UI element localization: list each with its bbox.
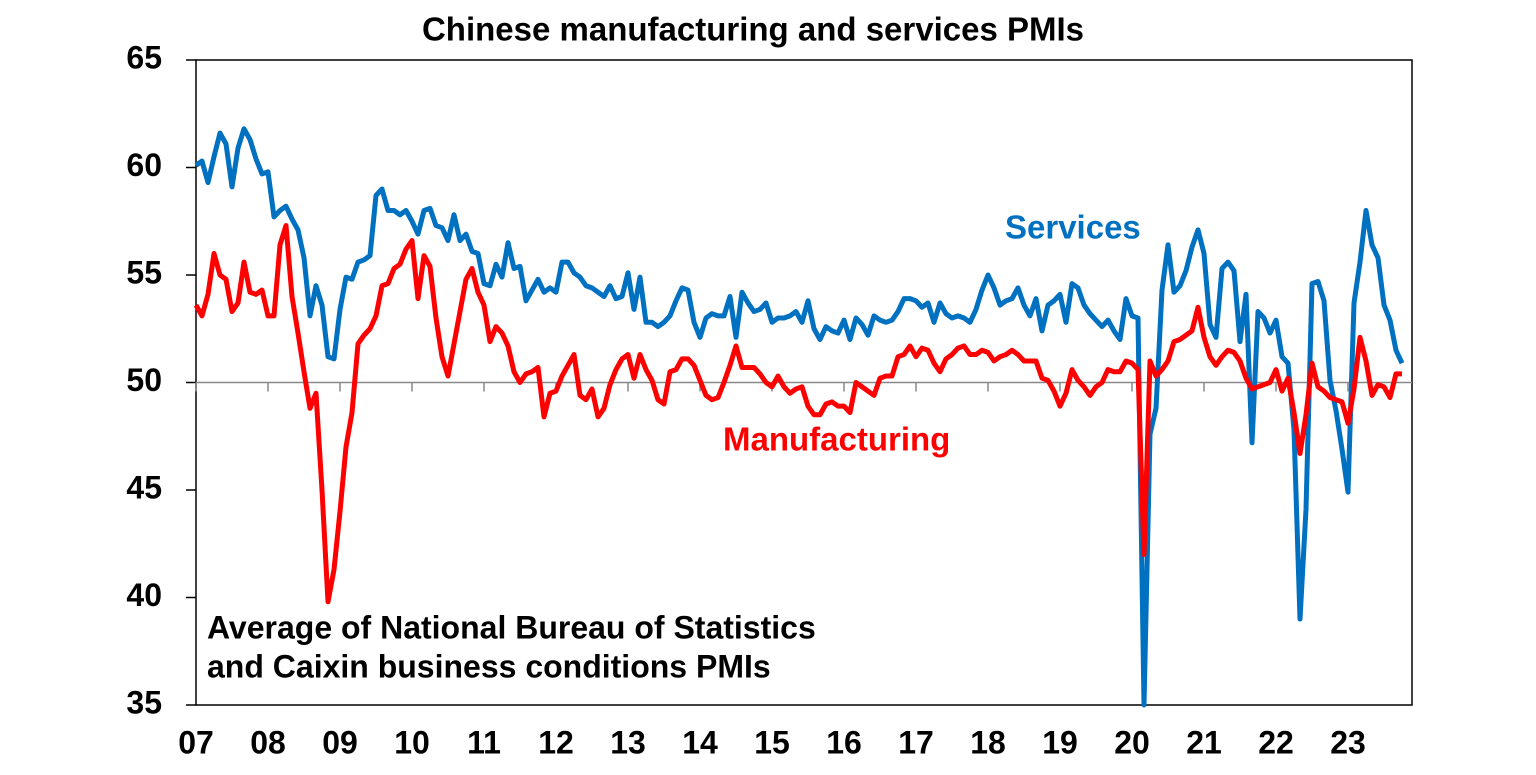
x-tick-label: 13: [610, 724, 646, 760]
chart-title: Chinese manufacturing and services PMIs: [422, 11, 1084, 48]
y-tick-label: 60: [126, 147, 162, 183]
y-tick-label: 40: [126, 577, 162, 613]
x-tick-label: 11: [467, 724, 501, 760]
series-label: Manufacturing: [723, 421, 950, 458]
x-tick-label: 07: [178, 724, 214, 760]
y-tick-label: 55: [126, 254, 162, 290]
y-tick-label: 35: [126, 684, 162, 720]
x-tick-label: 16: [826, 724, 862, 760]
x-tick-label: 22: [1258, 724, 1294, 760]
x-tick-label: 17: [898, 724, 934, 760]
series-line: [193, 223, 1402, 605]
series-label: Services: [1005, 209, 1141, 246]
x-tick-label: 18: [970, 724, 1006, 760]
x-tick-label: 10: [394, 724, 430, 760]
x-tick-label: 23: [1330, 724, 1366, 760]
x-tick-label: 15: [754, 724, 790, 760]
x-tick-label: 21: [1186, 724, 1222, 760]
y-tick-label: 45: [126, 469, 162, 505]
x-tick-label: 09: [322, 724, 358, 760]
y-tick-label: 65: [126, 39, 162, 75]
y-tick-label: 50: [126, 362, 162, 398]
x-tick-label: 14: [682, 724, 718, 760]
x-tick-label: 12: [538, 724, 574, 760]
series-line: [194, 126, 1405, 708]
x-tick-label: 19: [1042, 724, 1078, 760]
x-tick-label: 08: [250, 724, 286, 760]
note: Average of National Bureau of Statistics: [207, 609, 816, 645]
x-tick-label: 20: [1114, 724, 1150, 760]
note: and Caixin business conditions PMIs: [207, 648, 771, 684]
